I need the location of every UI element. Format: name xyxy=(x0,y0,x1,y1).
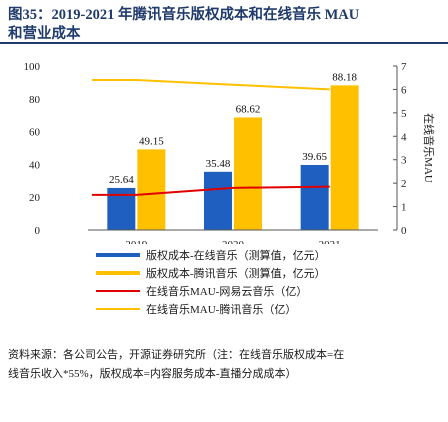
bar xyxy=(300,164,329,230)
legend-swatch-yellow-line xyxy=(96,308,140,310)
legend-item-copyright-tme: 版权成本-腾讯音乐（测算值，亿元） xyxy=(96,264,426,282)
chart-legend: 版权成本-在线音乐（测算值，亿元） 版权成本-腾讯音乐（测算值，亿元） 在线音乐… xyxy=(96,246,426,318)
title-divider xyxy=(0,42,448,44)
mau-line xyxy=(92,79,330,91)
y-tick-label: 0 xyxy=(35,225,41,237)
x-tick-label: 2020 xyxy=(222,239,245,244)
data-label: 68.62 xyxy=(236,103,261,115)
figure-title-line1: 图35：2019-2021 年腾讯音乐版权成本和在线音乐 MAU xyxy=(8,7,360,23)
y2-tick-label: 6 xyxy=(401,84,407,96)
data-label: 39.65 xyxy=(302,151,327,163)
y-tick-label: 100 xyxy=(24,61,41,73)
y2-axis-title: 在线音乐MAU xyxy=(422,113,436,183)
x-axis-ticks: 2019 2020 2021 xyxy=(125,239,340,244)
legend-label: 在线音乐MAU-腾讯音乐（亿） xyxy=(146,304,297,316)
bar xyxy=(137,149,166,230)
legend-item-mau-netease: 在线音乐MAU-网易云音乐（亿） xyxy=(96,282,426,300)
line-series xyxy=(92,79,330,196)
data-label: 49.15 xyxy=(139,135,164,147)
legend-swatch-red-line xyxy=(96,290,140,292)
y-tick-label: 40 xyxy=(29,159,41,171)
legend-label: 版权成本-腾讯音乐（测算值，亿元） xyxy=(146,268,326,280)
figure-title: 图35：2019-2021 年腾讯音乐版权成本和在线音乐 MAU 和营业成本 xyxy=(8,6,444,44)
data-label: 35.48 xyxy=(206,158,231,170)
source-line1: 资料来源：各公司公告，开源证券研究所（注：在线音乐版权成本=在 xyxy=(8,349,345,361)
source-note: 资料来源：各公司公告，开源证券研究所（注：在线音乐版权成本=在 线音乐收入*55… xyxy=(8,346,444,384)
y2-tick-label: 1 xyxy=(401,202,407,214)
y2-tick-label: 0 xyxy=(401,225,407,237)
x-tick-label: 2021 xyxy=(319,239,341,244)
legend-label: 在线音乐MAU-网易云音乐（亿） xyxy=(146,286,308,298)
y2-tick-label: 4 xyxy=(401,131,407,143)
right-y-axis: 0 1 2 3 4 5 6 7 在线音乐MAU xyxy=(393,61,436,237)
x-tick-label: 2019 xyxy=(125,239,148,244)
legend-item-mau-tme: 在线音乐MAU-腾讯音乐（亿） xyxy=(96,300,426,318)
y2-tick-label: 3 xyxy=(401,155,407,167)
chart-area: 0 20 40 60 80 100 0 1 2 3 4 5 6 7 在线音乐MAU 25.64 35.48 3… xyxy=(24,61,437,244)
y2-tick-label: 2 xyxy=(401,178,407,190)
bar xyxy=(330,85,359,230)
y2-tick-label: 7 xyxy=(401,61,407,73)
legend-item-copyright-online: 版权成本-在线音乐（测算值，亿元） xyxy=(96,246,426,264)
y2-tick-label: 5 xyxy=(401,108,407,120)
data-label: 25.64 xyxy=(109,174,134,186)
y-tick-label: 80 xyxy=(29,94,41,106)
legend-swatch-blue-bar xyxy=(96,253,140,257)
bar xyxy=(204,171,232,230)
figure-title-line2: 和营业成本 xyxy=(8,26,81,42)
y-tick-label: 60 xyxy=(29,127,41,139)
data-labels: 25.64 35.48 39.65 49.15 68.62 88.18 xyxy=(109,71,358,186)
legend-label: 版权成本-在线音乐（测算值，亿元） xyxy=(146,250,326,262)
left-y-axis: 0 20 40 60 80 100 xyxy=(24,61,41,237)
bar xyxy=(234,117,262,230)
mau-line xyxy=(92,185,330,196)
source-line2: 线音乐收入*55%，版权成本=内容服务成本-直播分成成本） xyxy=(8,368,297,380)
data-label: 88.18 xyxy=(332,71,357,83)
y-tick-label: 20 xyxy=(29,192,41,204)
legend-swatch-yellow-bar xyxy=(96,271,140,275)
